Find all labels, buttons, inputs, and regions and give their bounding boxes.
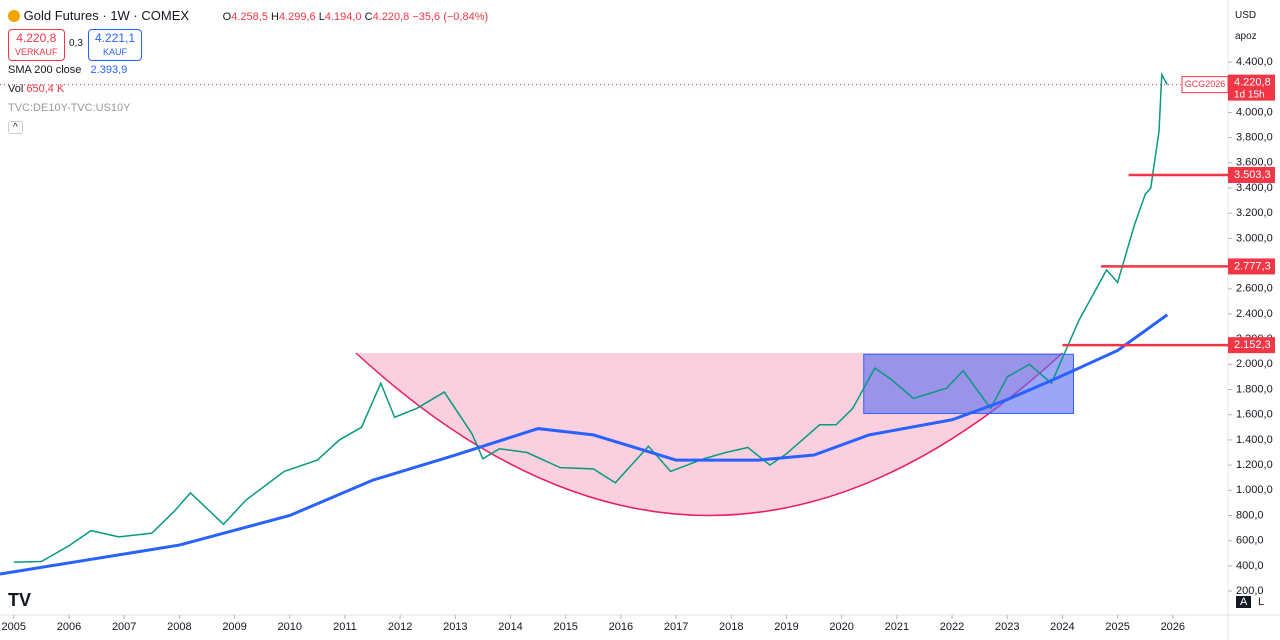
x-tick-label: 2014: [498, 621, 522, 633]
x-tick-label: 2026: [1161, 621, 1185, 633]
y-tick-label: 2.000,0: [1236, 358, 1273, 370]
y-tick-label: 3.400,0: [1236, 182, 1273, 194]
price-tag: [1228, 74, 1275, 101]
x-tick-label: 2019: [774, 621, 798, 633]
x-tick-label: 2025: [1105, 621, 1129, 633]
indicator-name: Vol: [8, 83, 24, 95]
y-tick-label: 3.600,0: [1236, 157, 1273, 169]
indicator[interactable]: SMA 200 close 2.393,9: [8, 64, 127, 76]
ohlc-value: 4.258,5: [231, 11, 268, 23]
x-tick-label: 2012: [388, 621, 412, 633]
y-tick-label: 3.200,0: [1236, 207, 1273, 219]
auto-button[interactable]: A: [1236, 596, 1252, 608]
buy-label: KAUF: [103, 47, 128, 57]
y-tick-label: 3.000,0: [1236, 232, 1273, 244]
level-tag: [1228, 166, 1275, 183]
indicator[interactable]: Vol 650,4 K: [8, 83, 64, 95]
ohlc-value: 4.299,6: [278, 11, 316, 23]
sma-line: [0, 313, 1169, 576]
sell-button[interactable]: 4.220,8 VERKAUF: [8, 29, 65, 61]
x-tick-label: 2021: [885, 621, 909, 633]
compare-symbol[interactable]: TVC:DE10Y-TVC:US10Y: [8, 102, 131, 114]
level-tag: [1228, 337, 1275, 354]
x-tick-label: 2022: [940, 621, 964, 633]
y-tick-label: 4.000,0: [1236, 106, 1273, 118]
symbol-label: GCG2026: [1185, 79, 1226, 89]
x-tick-label: 2020: [829, 621, 853, 633]
x-tick-label: 2024: [1050, 621, 1074, 633]
cup-curve: [355, 352, 1063, 517]
level-label: 3.503,3: [1234, 169, 1271, 181]
y-tick-label: 1.800,0: [1236, 383, 1273, 395]
y-tick-label: 800,0: [1236, 509, 1264, 521]
x-tick-label: 2017: [664, 621, 688, 633]
indicator-value: 2.393,9: [90, 64, 128, 76]
logo[interactable]: TV: [8, 590, 32, 610]
x-tick-label: 2016: [609, 621, 633, 633]
x-tick-label: 2011: [333, 621, 357, 633]
y-tick-label: 400,0: [1236, 560, 1264, 572]
sell-price: 4.220,8: [16, 31, 57, 45]
x-tick-label: 2005: [2, 621, 26, 633]
buy-button[interactable]: 4.221,1 KAUF: [88, 29, 143, 61]
y-tick-label: 200,0: [1236, 585, 1264, 597]
log-button[interactable]: L: [1258, 596, 1265, 608]
x-tick-label: 2009: [222, 621, 246, 633]
x-tick-label: 2010: [278, 621, 302, 633]
level-label: 2.152,3: [1234, 339, 1271, 351]
currency[interactable]: USD: [1235, 10, 1257, 21]
ohlc-value: 4.194,0: [324, 11, 362, 23]
y-tick-label: 2.400,0: [1236, 308, 1273, 320]
price-line: [13, 71, 1168, 563]
x-tick-label: 2018: [719, 621, 743, 633]
x-tick-label: 2015: [553, 621, 577, 633]
ohlc-key: L: [318, 11, 325, 23]
ohlc-key: H: [271, 11, 279, 23]
level-label: 2.777,3: [1234, 260, 1271, 272]
x-tick-label: 2023: [995, 621, 1019, 633]
range-box: [863, 353, 1074, 414]
ohlc-key: C: [364, 11, 373, 23]
y-tick-label: 600,0: [1236, 535, 1264, 547]
level-tag: [1228, 258, 1275, 275]
x-tick-label: 2008: [167, 621, 191, 633]
y-tick-label: 3.800,0: [1236, 132, 1273, 144]
spread: 0,3: [69, 38, 83, 49]
x-tick-label: 2006: [57, 621, 81, 633]
ohlc: O4.258,5 H4.299,6 L4.194,0 C4.220,8 −35,…: [223, 11, 489, 23]
indicator-name: SMA 200 close: [8, 64, 82, 76]
ohlc-key: O: [222, 11, 232, 23]
y-tick-label: 1.200,0: [1236, 459, 1273, 471]
x-tick-label: 2013: [443, 621, 467, 633]
change: −35,6 (−0,84%): [412, 11, 489, 23]
title[interactable]: Gold Futures · 1W · COMEX O4.258,5 H4.29…: [8, 8, 488, 23]
unit[interactable]: apoz: [1235, 31, 1257, 42]
indicator-value: 650,4 K: [26, 83, 65, 95]
countdown-label: 1d 15h: [1234, 89, 1265, 100]
y-tick-label: 2.600,0: [1236, 283, 1273, 295]
ohlc-value: 4.220,8: [372, 11, 410, 23]
y-tick-label: 1.000,0: [1236, 484, 1273, 496]
y-tick-label: 1.600,0: [1236, 409, 1273, 421]
buy-price: 4.221,1: [95, 31, 136, 45]
symbol-title: Gold Futures · 1W · COMEX: [23, 8, 190, 23]
y-tick-label: 4.400,0: [1236, 56, 1273, 68]
collapse-button[interactable]: ^: [8, 121, 23, 134]
x-tick-label: 2007: [112, 621, 136, 633]
sell-label: VERKAUF: [15, 47, 58, 57]
price-label: 4.220,8: [1234, 77, 1271, 89]
y-tick-label: 1.400,0: [1236, 434, 1273, 446]
